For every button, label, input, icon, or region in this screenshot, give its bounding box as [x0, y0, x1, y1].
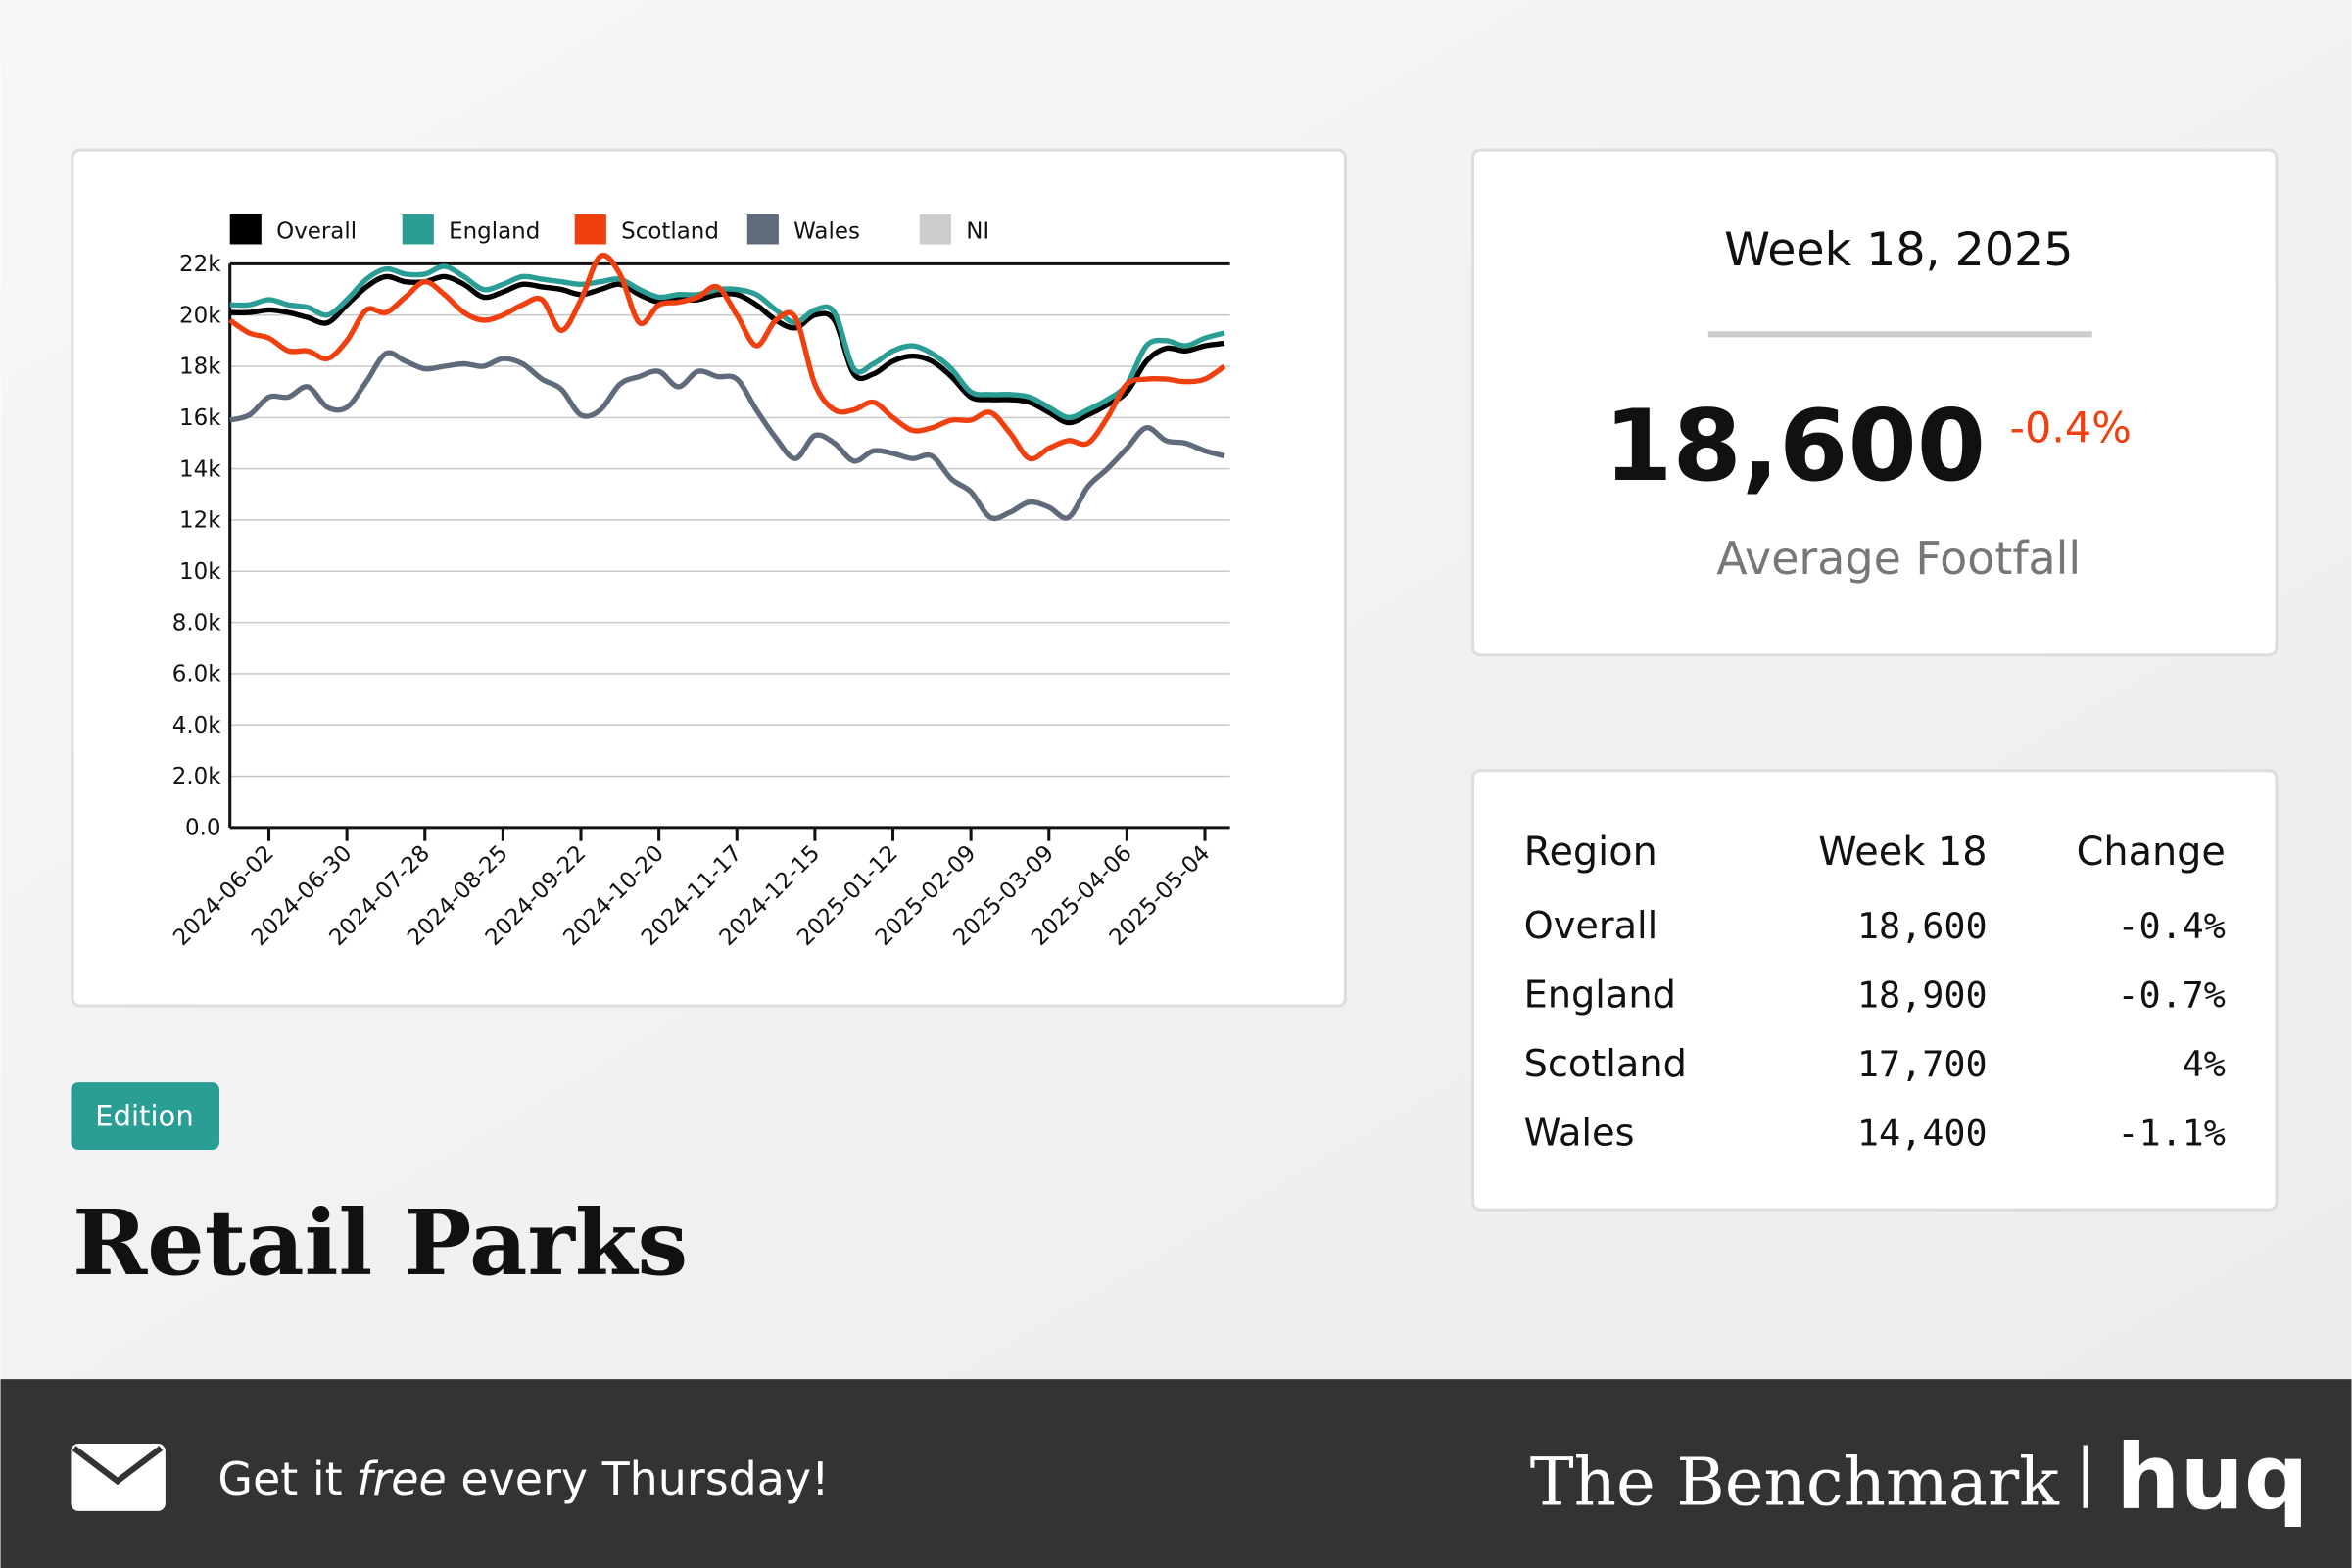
divider: [1707, 331, 2092, 338]
table-cell: 18,600: [1857, 905, 1988, 947]
legend-label: NI: [966, 218, 989, 244]
table-cell: England: [1524, 974, 1676, 1018]
series-line: [228, 252, 1226, 462]
y-tick-label: 0.0: [185, 816, 220, 841]
footer: [0, 1379, 2352, 1568]
mail-icon-flap: [72, 1446, 164, 1486]
brand: The Benchmark: [1530, 1444, 2060, 1521]
table-card: [1471, 769, 2279, 1212]
footer-cta: Get it free every Thursday!: [217, 1452, 829, 1505]
table-cell: 4%: [2183, 1043, 2226, 1085]
y-tick-label: 10k: [179, 559, 221, 585]
summary-card: [1471, 148, 2279, 657]
brand-logo: huq: [2116, 1425, 2308, 1530]
table-cell: 17,700: [1857, 1043, 1988, 1085]
cta-part: free: [357, 1452, 447, 1505]
legend-swatch: [229, 214, 262, 245]
y-tick-label: 2.0k: [172, 764, 221, 789]
badge-text: Edition: [95, 1099, 194, 1132]
legend-swatch: [919, 214, 951, 245]
table-header: Week 18: [1818, 830, 1987, 875]
legend-label: Scotland: [621, 218, 719, 244]
y-tick-label: 22k: [179, 252, 221, 277]
table-cell: -1.1%: [2117, 1112, 2226, 1154]
table-cell: -0.4%: [2117, 905, 2226, 947]
summary-label: Average Footfall: [1716, 532, 2081, 585]
cta-part: Get it: [217, 1452, 357, 1505]
cta-part: every Thursday!: [447, 1452, 830, 1505]
page-title: Retail Parks: [72, 1190, 688, 1296]
y-tick-label: 18k: [179, 355, 221, 380]
table-cell: Scotland: [1524, 1042, 1687, 1086]
table-cell: Wales: [1524, 1111, 1635, 1155]
y-tick-label: 14k: [179, 456, 221, 482]
chart-card: [71, 148, 1347, 1008]
legend-swatch: [574, 214, 606, 245]
summary-value: 18,600: [1604, 388, 1986, 503]
series-line: [229, 263, 1225, 421]
legend-label: England: [449, 218, 540, 244]
y-tick-label: 4.0k: [172, 713, 221, 738]
legend-swatch: [746, 214, 779, 245]
series-line: [229, 350, 1225, 522]
legend-label: Overall: [276, 218, 357, 244]
table-cell: 14,400: [1857, 1112, 1988, 1154]
badge: [71, 1082, 219, 1150]
y-tick-label: 20k: [179, 303, 221, 328]
legend-label: Wales: [793, 218, 860, 244]
brand-separator: [2083, 1445, 2088, 1508]
table-cell: -0.7%: [2117, 974, 2226, 1017]
table-cell: Overall: [1524, 904, 1658, 948]
y-tick-label: 16k: [179, 405, 221, 431]
table-header: Region: [1524, 830, 1657, 875]
table-cell: 18,900: [1857, 974, 1988, 1017]
summary-change: -0.4%: [2010, 404, 2132, 453]
legend-swatch: [402, 214, 434, 245]
y-tick-label: 12k: [179, 508, 221, 534]
y-tick-label: 6.0k: [172, 662, 221, 688]
summary-week: Week 18, 2025: [1724, 223, 2073, 277]
y-tick-label: 8.0k: [172, 610, 221, 636]
table-header: Change: [2077, 830, 2226, 875]
